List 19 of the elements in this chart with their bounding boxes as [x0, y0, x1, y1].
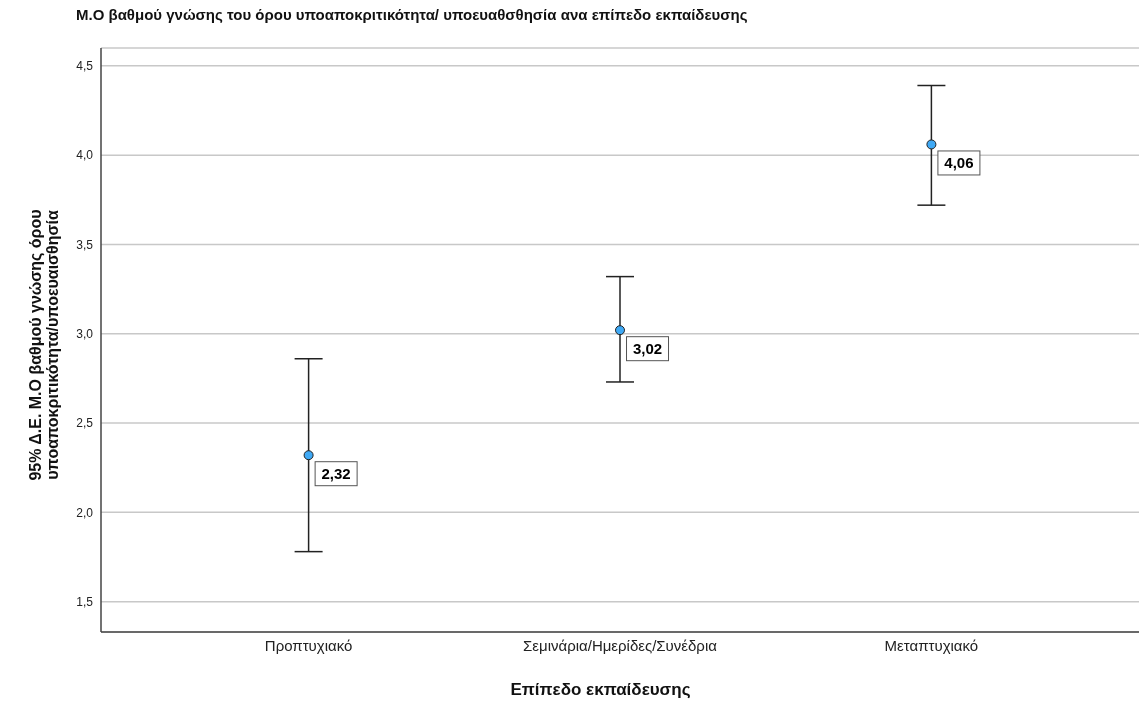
x-tick-label: Μεταπτυχιακό — [884, 636, 979, 654]
y-axis-title: 95% Δ.Ε. Μ.Ο βαθμού γνώσης όρου υποαποκριτικότητα/υποευαισθησία — [27, 208, 62, 483]
point — [303, 450, 314, 461]
point — [926, 139, 937, 150]
x-tick-label: Σεμινάρια/Ημερίδες/Συνέδρια — [523, 636, 718, 654]
y-tick-label: 4,0 — [76, 148, 94, 163]
y-tick-label: 3,0 — [76, 327, 94, 342]
x-axis-title: Επίπεδο εκπαίδευσης — [509, 680, 692, 700]
y-tick-label: 1,5 — [76, 594, 94, 609]
data-label: 4,06 — [944, 153, 974, 171]
y-tick-label: 2,5 — [76, 416, 94, 431]
data-label: 2,32 — [321, 464, 351, 482]
y-tick-label: 2,0 — [76, 505, 94, 520]
y-tick-label: 4,5 — [76, 59, 94, 74]
point — [615, 325, 625, 336]
data-label: 3,02 — [632, 339, 663, 357]
x-tick-label: Προπτυχιακό — [264, 636, 353, 654]
y-tick-label: 3,5 — [76, 237, 94, 252]
chart-title: Μ.Ο βαθμού γνώσης του όρου υποαποκριτικότητα/ υποευαθσθησία ανα επίπεδο εκπαίδευσης — [76, 6, 748, 23]
